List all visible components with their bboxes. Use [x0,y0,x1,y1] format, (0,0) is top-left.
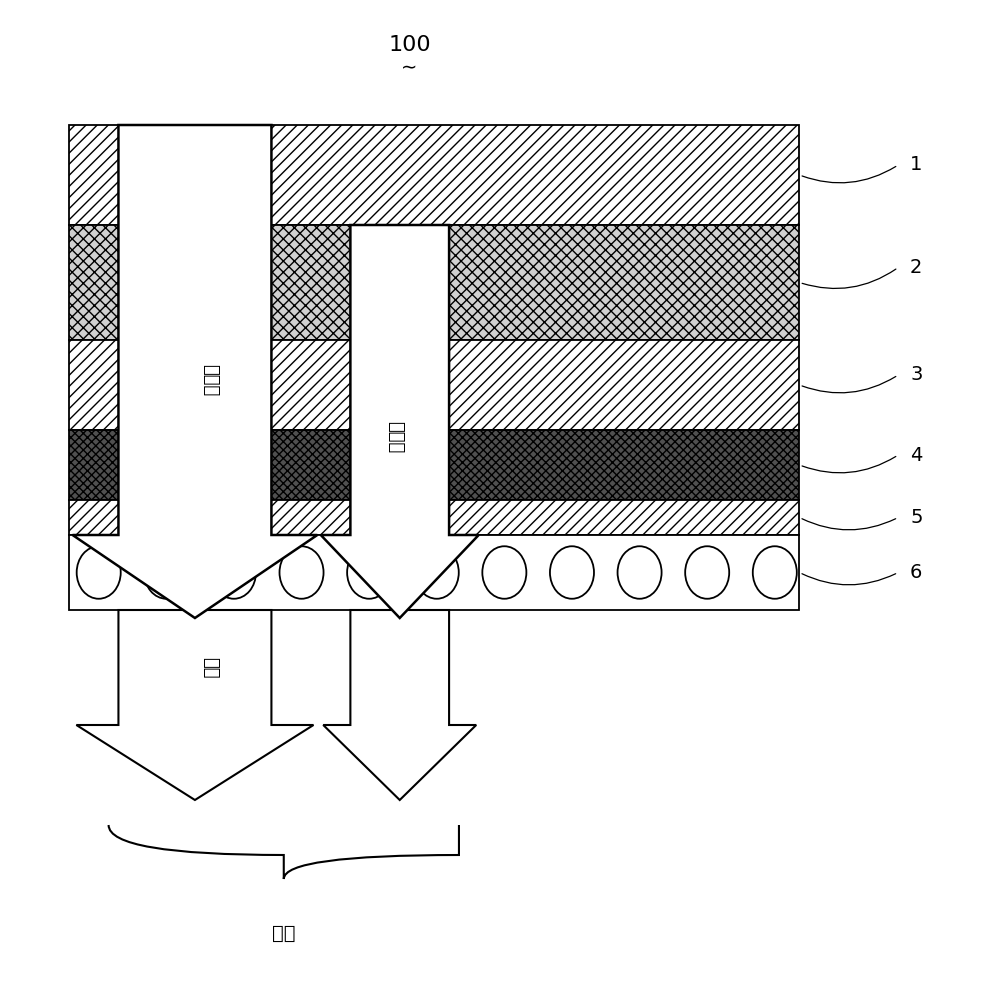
Text: 2: 2 [909,258,922,277]
Text: 光绿红: 光绿红 [386,421,403,454]
Text: 光绿红: 光绿红 [200,364,219,396]
Bar [69,500,799,535]
Text: 100: 100 [387,35,431,55]
Polygon shape [322,610,475,800]
Text: 白光: 白光 [272,924,295,943]
Text: 4: 4 [909,446,922,465]
Text: 5: 5 [909,508,922,527]
Bar [69,225,799,340]
Text: 6: 6 [909,563,922,582]
Text: 3: 3 [909,365,922,384]
Text: 光蓝: 光蓝 [200,657,219,678]
Polygon shape [320,225,478,618]
Polygon shape [72,125,317,618]
Bar [69,430,799,500]
Bar [69,535,799,610]
Polygon shape [76,610,314,800]
Bar [69,340,799,430]
Text: ∼: ∼ [401,58,417,78]
Text: 1: 1 [909,155,922,174]
Bar [69,125,799,225]
